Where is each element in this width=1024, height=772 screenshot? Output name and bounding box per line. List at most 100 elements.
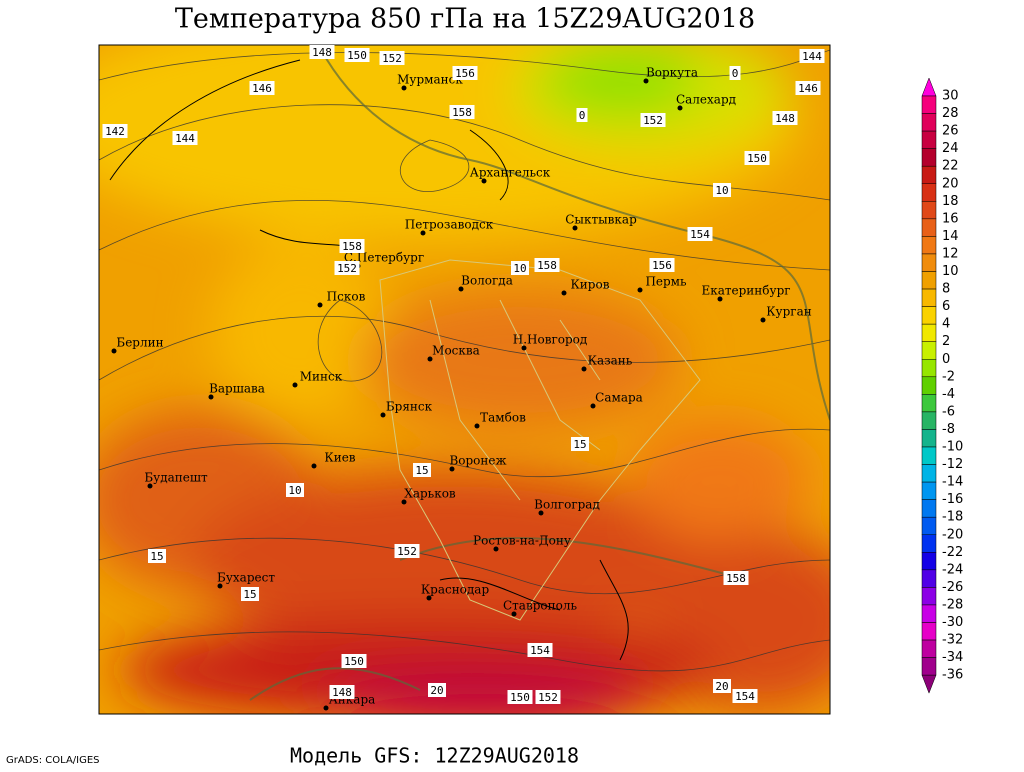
contour-label: 158 xyxy=(342,240,362,253)
colorbar-swatch xyxy=(921,95,937,114)
colorbar-swatch xyxy=(921,499,937,518)
colorbar-swatch xyxy=(921,288,937,307)
city-dot xyxy=(521,345,527,351)
contour-label-bg xyxy=(344,48,370,62)
contour-label: 158 xyxy=(726,572,746,585)
city-dot xyxy=(449,466,455,472)
colorbar-label: 14 xyxy=(942,229,959,244)
contour-label: 20 xyxy=(430,684,443,697)
contour-label-bg xyxy=(428,683,446,697)
contour-label-bg xyxy=(449,105,475,119)
city-dot xyxy=(511,611,517,617)
contour-label: 158 xyxy=(537,259,557,272)
city-dot xyxy=(538,510,544,516)
city-label: Петрозаводск xyxy=(405,218,494,232)
city-dot xyxy=(401,499,407,505)
colorbar-swatch xyxy=(921,113,937,132)
title: Температура 850 гПа на 15Z29AUG2018 xyxy=(175,4,755,35)
city-label: Волгоград xyxy=(534,498,600,512)
contour-label-bg xyxy=(148,549,166,563)
coastlines xyxy=(109,59,629,661)
city-dot xyxy=(677,105,683,111)
city-label: Ростов-на-Дону xyxy=(473,534,571,548)
city-label: Псков xyxy=(327,290,366,304)
contour-label: 0 xyxy=(579,109,586,122)
contour-label-bg xyxy=(334,261,360,275)
city-label: Н.Новгород xyxy=(513,333,588,347)
colorbar-label: 24 xyxy=(942,141,959,156)
colorbar-swatch xyxy=(921,622,937,641)
contour-label-bg xyxy=(507,690,533,704)
city-label: Будапешт xyxy=(144,471,208,485)
city-label: Екатеринбург xyxy=(701,284,790,298)
city-dot xyxy=(760,317,766,323)
contour-label-bg xyxy=(795,81,821,95)
city-dot xyxy=(493,546,499,552)
colorbar-swatch xyxy=(921,394,937,413)
contour-label-bg xyxy=(687,227,713,241)
contour-label-bg xyxy=(729,66,741,80)
colorbar-swatch xyxy=(921,481,937,500)
colorbar-label: -20 xyxy=(942,527,963,542)
colorbar-label: 16 xyxy=(942,211,959,226)
contour-label-bg xyxy=(511,261,529,275)
colorbar-swatch xyxy=(921,569,937,588)
colorbar-label: -12 xyxy=(942,457,963,472)
colorbar-swatch xyxy=(921,516,937,536)
city-label: Москва xyxy=(432,344,480,358)
colorbar-label: 20 xyxy=(942,176,959,191)
colorbar-label: 12 xyxy=(942,246,959,261)
city-dot xyxy=(292,382,298,388)
colorbar-swatch xyxy=(921,148,937,167)
contour-label: 15 xyxy=(243,588,256,601)
city-dot xyxy=(323,705,329,711)
contour-label-bg xyxy=(744,151,770,165)
city-label: Брянск xyxy=(386,400,433,414)
colorbar-swatch xyxy=(921,604,937,623)
contour-label-bg xyxy=(527,643,553,657)
city-label: Киев xyxy=(324,451,355,465)
contour-label: 146 xyxy=(252,82,272,95)
colorbar-swatch xyxy=(921,323,937,342)
colorbar-label: -32 xyxy=(942,633,963,648)
contour-label: 15 xyxy=(150,550,163,563)
city-dot xyxy=(474,423,480,429)
colorbar-label: -14 xyxy=(942,475,963,490)
colorbar-swatch xyxy=(921,411,937,430)
colorbar-label: 18 xyxy=(942,194,959,209)
contour-label: 150 xyxy=(344,655,364,668)
contour-label: 158 xyxy=(452,106,472,119)
contour-label: 15 xyxy=(573,438,586,451)
map-frame xyxy=(98,44,831,715)
contour-label-bg xyxy=(535,690,561,704)
colorbar-label: -2 xyxy=(942,369,955,384)
city-label: Вологда xyxy=(461,274,513,288)
colorbar-swatch xyxy=(921,446,937,465)
city-label: Пермь xyxy=(645,275,687,289)
contour-label: 148 xyxy=(775,112,795,125)
colorbar-label: -8 xyxy=(942,422,955,437)
contour-label: 142 xyxy=(105,125,125,138)
colorbar-swatch xyxy=(921,429,937,448)
contour-label: 152 xyxy=(538,691,558,704)
height-contours xyxy=(249,47,830,701)
colorbar-swatch xyxy=(921,236,937,255)
contour-label-bg xyxy=(241,587,259,601)
colorbar-swatch xyxy=(921,534,937,553)
contour-label: 150 xyxy=(747,152,767,165)
city-label: Берлин xyxy=(116,336,163,350)
contour-label-bg xyxy=(576,108,588,122)
colorbar-swatch xyxy=(921,341,937,360)
city-dot xyxy=(147,483,153,489)
contour-label-bg xyxy=(309,45,335,59)
city-label: Варшава xyxy=(209,382,265,396)
contour-label: 144 xyxy=(802,50,822,63)
contour-label: 154 xyxy=(530,644,550,657)
contour-label: 15 xyxy=(415,464,428,477)
colorbar-swatch xyxy=(921,253,937,272)
contour-label-bg xyxy=(249,81,275,95)
colorbar-swatch xyxy=(921,201,937,220)
map xyxy=(99,45,830,714)
contour-label: 10 xyxy=(288,484,301,497)
